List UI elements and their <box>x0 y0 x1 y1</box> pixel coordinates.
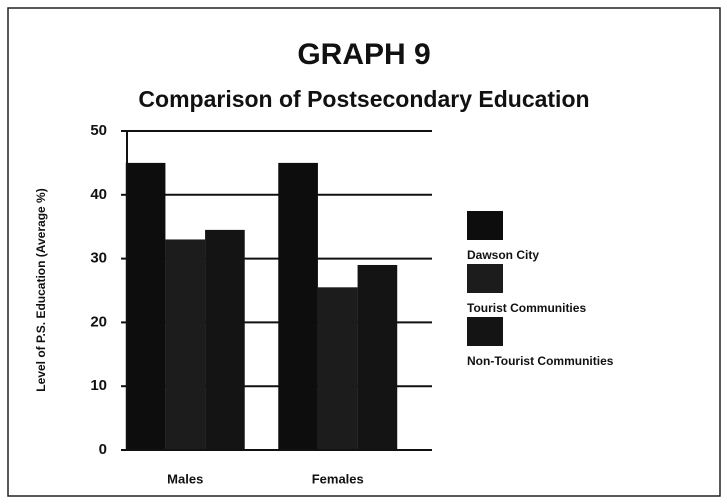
legend-swatch <box>467 211 503 240</box>
x-tick-label: Females <box>312 471 364 486</box>
frame <box>7 7 721 497</box>
legend-label: Tourist Communities <box>467 301 586 315</box>
legend-swatch <box>467 317 503 346</box>
bar <box>278 162 318 450</box>
chart-title: GRAPH 9 <box>297 38 430 71</box>
y-tick-label: 40 <box>90 186 107 203</box>
legend-label: Non-Tourist Communities <box>467 354 614 368</box>
bar <box>357 264 398 450</box>
y-tick-label: 0 <box>99 441 107 458</box>
y-tick-label: 10 <box>90 377 107 394</box>
bar <box>165 239 206 450</box>
y-tick-label: 30 <box>90 250 107 267</box>
bar <box>317 287 358 450</box>
legend-label: Dawson City <box>467 248 539 262</box>
y-axis-label: Level of P.S. Education (Average %) <box>34 188 48 391</box>
y-tick-label: 20 <box>90 313 107 330</box>
bar <box>205 229 245 450</box>
x-tick-label: Males <box>167 471 203 486</box>
bar <box>125 162 166 450</box>
y-tick-label: 50 <box>90 122 107 139</box>
chart-subtitle: Comparison of Postsecondary Education <box>138 86 589 112</box>
legend-swatch <box>467 264 503 293</box>
